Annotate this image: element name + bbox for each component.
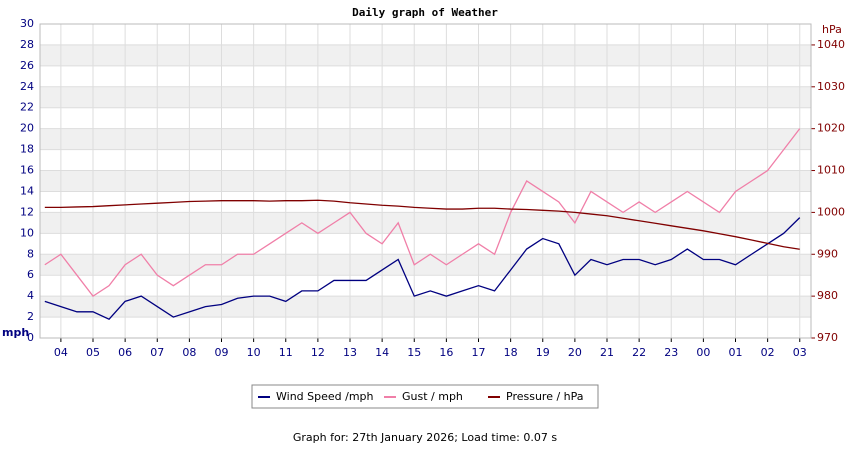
x-tick-label: 17 <box>472 346 486 359</box>
x-tick-label: 20 <box>568 346 582 359</box>
y-tick-label: 6 <box>27 268 34 281</box>
y-tick-label: 16 <box>20 164 34 177</box>
y-tick-label: 26 <box>20 59 34 72</box>
y2-tick-label: 1010 <box>817 164 845 177</box>
legend-label: Wind Speed /mph <box>276 390 374 403</box>
footer: Graph for: 27th January 2026; Load time:… <box>293 431 557 444</box>
x-tick-label: 00 <box>696 346 710 359</box>
x-tick-label: 06 <box>118 346 132 359</box>
y-tick-label: 2 <box>27 310 34 323</box>
x-tick-label: 19 <box>536 346 550 359</box>
y-tick-label: 14 <box>20 184 34 197</box>
y2-tick-label: 970 <box>817 331 838 344</box>
plot-frame <box>39 23 812 339</box>
x-tick-label: 16 <box>439 346 453 359</box>
x-tick-label: 04 <box>54 346 68 359</box>
y2-tick-label: 1030 <box>817 80 845 93</box>
y2-tick-label: 1040 <box>817 38 845 51</box>
x-tick-label: 01 <box>729 346 743 359</box>
x-tick-label: 12 <box>311 346 325 359</box>
y-tick-label: 18 <box>20 143 34 156</box>
x-tick-label: 02 <box>761 346 775 359</box>
grid-band <box>40 170 811 192</box>
y-tick-label: 28 <box>20 38 34 51</box>
y-axis-label: mph <box>2 326 29 339</box>
series-line <box>44 217 801 320</box>
x-tick-label: 07 <box>150 346 164 359</box>
x-tick-label: 03 <box>793 346 807 359</box>
series-line <box>44 128 801 298</box>
y2-tick-label: 980 <box>817 289 838 302</box>
series-line <box>44 199 800 250</box>
y2-tick-label: 1000 <box>817 205 845 218</box>
y2-tick-label: 1020 <box>817 122 845 135</box>
x-tick-label: 11 <box>279 346 293 359</box>
y-tick-label: 22 <box>20 101 34 114</box>
y-tick-label: 20 <box>20 122 34 135</box>
legend-label: Gust / mph <box>402 390 463 403</box>
x-tick-label: 10 <box>247 346 261 359</box>
y-tick-label: 10 <box>20 226 34 239</box>
y-tick-label: 12 <box>20 205 34 218</box>
x-tick-label: 05 <box>86 346 100 359</box>
grid-band <box>40 44 811 66</box>
grid-band <box>40 128 811 150</box>
y-tick-label: 24 <box>20 80 34 93</box>
grid-band <box>40 296 811 318</box>
x-tick-label: 09 <box>215 346 229 359</box>
x-tick-label: 22 <box>632 346 646 359</box>
legend-box <box>251 384 599 409</box>
x-tick-label: 15 <box>407 346 421 359</box>
grid-band <box>40 254 811 276</box>
x-tick-label: 18 <box>504 346 518 359</box>
x-tick-label: 08 <box>182 346 196 359</box>
grid-band <box>40 86 811 108</box>
y-tick-label: 0 <box>27 331 34 344</box>
x-tick-label: 23 <box>664 346 678 359</box>
y2-tick-label: 990 <box>817 247 838 260</box>
chart-title: Daily graph of Weather <box>352 6 498 19</box>
y-tick-label: 4 <box>27 289 34 302</box>
y-tick-label: 8 <box>27 247 34 260</box>
y2-axis-label: hPa <box>822 23 842 36</box>
x-tick-label: 21 <box>600 346 614 359</box>
legend-label: Pressure / hPa <box>506 390 584 403</box>
x-tick-label: 13 <box>343 346 357 359</box>
y-tick-label: 30 <box>20 17 34 30</box>
x-tick-label: 14 <box>375 346 389 359</box>
